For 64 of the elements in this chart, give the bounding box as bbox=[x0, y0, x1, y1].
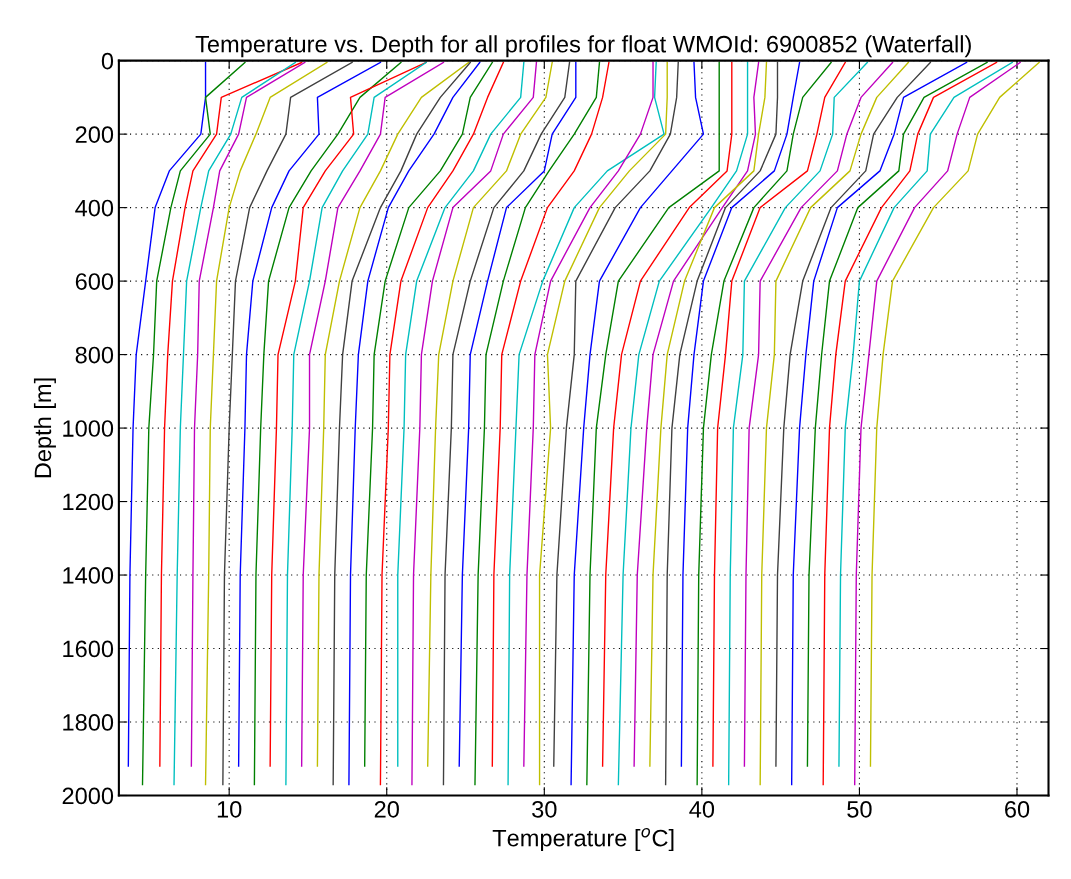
y-tick-label: 2000 bbox=[62, 787, 114, 805]
line-series bbox=[300, 61, 445, 767]
line-series bbox=[507, 61, 665, 786]
line-series bbox=[427, 61, 553, 767]
line-series bbox=[759, 61, 909, 786]
y-tick-label: 1400 bbox=[63, 567, 114, 584]
y-tick-label: 1200 bbox=[63, 493, 114, 511]
line-series bbox=[348, 61, 481, 786]
line-series bbox=[790, 61, 968, 786]
line-series bbox=[491, 61, 610, 767]
line-series bbox=[379, 61, 505, 786]
line-series bbox=[664, 61, 779, 786]
y-tick-label: 0 bbox=[101, 52, 114, 70]
x-tick-label: 50 bbox=[847, 800, 872, 818]
line-series bbox=[649, 61, 768, 767]
line-series bbox=[601, 61, 733, 767]
line-series bbox=[253, 61, 402, 786]
y-tick-label: 1800 bbox=[63, 714, 114, 731]
line-series bbox=[458, 61, 577, 767]
y-tick-label: 200 bbox=[75, 126, 114, 143]
line-series bbox=[617, 61, 749, 786]
line-series bbox=[854, 61, 1021, 786]
line-series bbox=[237, 61, 382, 767]
line-series bbox=[204, 61, 328, 786]
x-tick-label: 40 bbox=[689, 800, 715, 818]
x-tick-label: 20 bbox=[374, 800, 399, 818]
y-tick-label: 600 bbox=[75, 273, 114, 290]
line-series bbox=[523, 61, 654, 767]
y-tick-label: 800 bbox=[75, 346, 114, 364]
line-series bbox=[190, 61, 306, 767]
line-series bbox=[743, 61, 894, 767]
x-axis-title: Temperature [$^{o}$C] bbox=[492, 827, 674, 852]
x-tick-label: 10 bbox=[217, 800, 242, 818]
line-series bbox=[586, 61, 720, 786]
chart-title: Temperature vs. Depth for all profiles for float WMOId: 6900852 (Waterfall) bbox=[195, 35, 971, 58]
y-axis-title: Depth [m] bbox=[33, 378, 56, 478]
line-series bbox=[775, 61, 932, 767]
line-series bbox=[570, 61, 705, 786]
line-series bbox=[838, 61, 1013, 767]
line-series bbox=[553, 61, 679, 767]
line-series bbox=[442, 61, 571, 786]
line-series bbox=[727, 61, 869, 786]
line-series bbox=[141, 61, 246, 786]
line-series bbox=[397, 61, 525, 767]
line-series bbox=[822, 61, 998, 786]
line-series bbox=[127, 61, 207, 767]
line-series bbox=[222, 61, 353, 786]
line-series bbox=[712, 61, 846, 767]
line-series bbox=[696, 61, 832, 786]
line-series bbox=[869, 61, 1040, 767]
line-series bbox=[159, 61, 303, 767]
line-series bbox=[363, 61, 494, 767]
line-series bbox=[474, 61, 601, 786]
line-series bbox=[806, 61, 988, 767]
y-tick-label: 1000 bbox=[63, 420, 114, 437]
line-series bbox=[411, 61, 538, 786]
x-tick-label: 30 bbox=[532, 800, 557, 818]
line-series bbox=[680, 61, 801, 767]
line-series bbox=[633, 61, 760, 767]
y-tick-label: 1600 bbox=[63, 640, 114, 658]
line-series bbox=[173, 61, 297, 786]
line-series bbox=[538, 61, 668, 786]
y-tick-label: 400 bbox=[75, 199, 114, 217]
x-tick-label: 60 bbox=[1005, 800, 1030, 818]
